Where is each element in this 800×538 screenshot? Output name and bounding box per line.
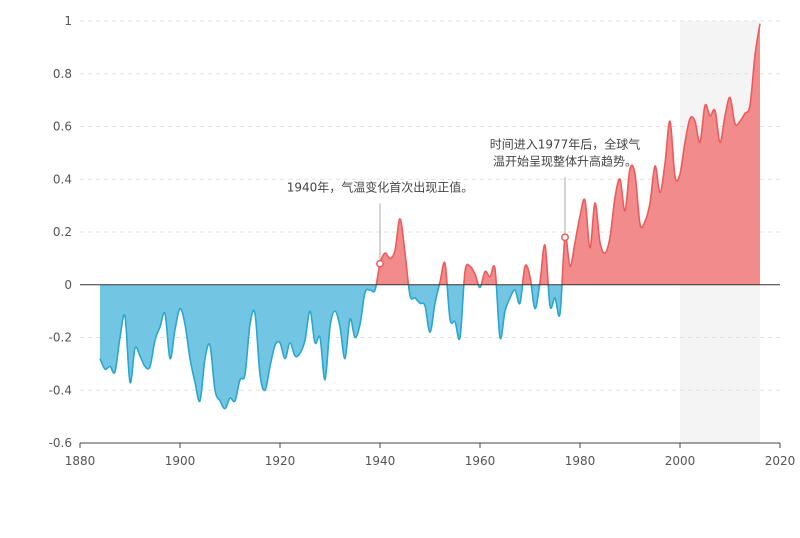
y-tick-label: 0.4: [53, 172, 72, 186]
y-tick-label: 0.6: [53, 120, 72, 134]
annotation-marker: [561, 233, 569, 242]
annotation-1940: 1940年，气温变化首次出现正值。: [287, 180, 474, 268]
annotation-text: 温开始呈现整体升高趋势。: [493, 153, 637, 168]
x-tick-label: 2020: [765, 454, 796, 468]
y-tick-label: -0.4: [49, 383, 72, 397]
area-series: [99, 23, 761, 410]
x-axis: 1880 1900 1920 1940 1960 1980 2000 2020: [65, 442, 796, 468]
y-tick-label: -0.6: [49, 436, 72, 450]
y-tick-label: 0: [64, 278, 72, 292]
y-tick-label: 0.8: [53, 67, 72, 81]
negative-line: [99, 284, 563, 410]
negative-area: [100, 284, 760, 409]
x-tick-label: 1900: [165, 454, 196, 468]
annotation-text: 1940年，气温变化首次出现正值。: [287, 180, 474, 195]
y-axis: 1 0.8 0.6 0.4 0.2 0 -0.2 -0.4 -0.6: [49, 14, 72, 450]
y-tick-label: 1: [64, 14, 72, 28]
positive-line: [375, 23, 761, 285]
annotation-text: 时间进入1977年后，全球气: [490, 136, 641, 151]
x-tick-label: 2000: [665, 454, 696, 468]
x-tick-label: 1980: [565, 454, 596, 468]
y-tick-label: -0.2: [49, 331, 72, 345]
annotation-marker: [376, 259, 384, 268]
x-tick-label: 1960: [465, 454, 496, 468]
annotations: 1940年，气温变化首次出现正值。 时间进入1977年后，全球气温开始呈现整体升高…: [287, 136, 641, 268]
x-tick-label: 1940: [365, 454, 396, 468]
positive-area: [100, 23, 760, 285]
x-tick-label: 1880: [65, 454, 96, 468]
y-tick-label: 0.2: [53, 225, 72, 239]
x-tick-label: 1920: [265, 454, 296, 468]
